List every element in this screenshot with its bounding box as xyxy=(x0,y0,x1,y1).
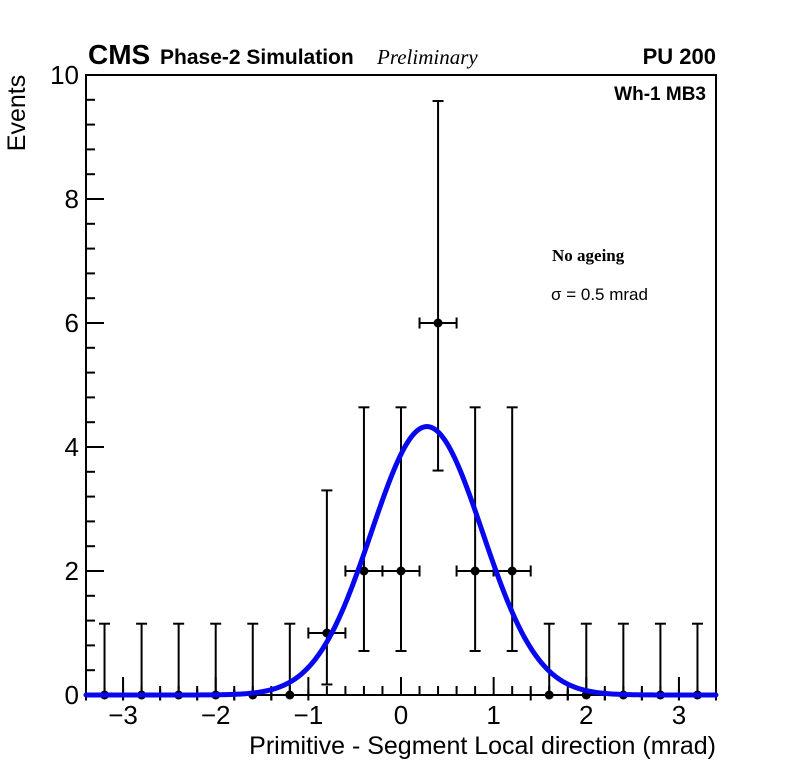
data-point-marker xyxy=(359,566,369,576)
ageing-annotation: No ageing xyxy=(552,246,625,265)
pileup-label: PU 200 xyxy=(643,44,716,69)
data-point-marker xyxy=(470,566,480,576)
data-point-marker xyxy=(433,318,443,328)
region-label: Wh-1 MB3 xyxy=(614,84,706,105)
data-point-marker xyxy=(396,566,406,576)
y-tick-label: 6 xyxy=(65,308,79,338)
x-tick-label: −1 xyxy=(294,700,324,730)
x-tick-label: 0 xyxy=(394,700,408,730)
y-tick-label: 2 xyxy=(65,556,79,586)
axis-ticks xyxy=(86,74,699,696)
cms-experiment-label: CMS xyxy=(88,39,150,70)
data-point-marker xyxy=(544,690,554,700)
x-axis-title: Primitive - Segment Local direction (mra… xyxy=(249,732,716,760)
data-point-marker xyxy=(285,690,295,700)
preliminary-label: Preliminary xyxy=(376,45,478,69)
y-tick-label: 4 xyxy=(65,432,79,462)
x-tick-label: 1 xyxy=(486,700,500,730)
y-tick-label: 8 xyxy=(65,184,79,214)
x-tick-label: −2 xyxy=(201,700,231,730)
y-tick-label: 0 xyxy=(65,680,79,710)
gaussian-fit-curve xyxy=(83,424,719,698)
y-tick-label: 10 xyxy=(50,60,79,90)
y-axis-title: Events xyxy=(3,75,31,151)
x-tick-label: 3 xyxy=(672,700,686,730)
resolution-annotation: σ = 0.5 mrad xyxy=(551,285,648,304)
error-bars-layer xyxy=(85,100,717,701)
simulation-label: Phase-2 Simulation xyxy=(160,46,354,69)
axis-tick-labels: −3 −2 −1 0 1 2 3 0 2 4 6 8 10 xyxy=(50,60,686,730)
x-tick-label: −3 xyxy=(108,700,138,730)
data-point-marker xyxy=(507,566,517,576)
x-tick-label: 2 xyxy=(579,700,593,730)
